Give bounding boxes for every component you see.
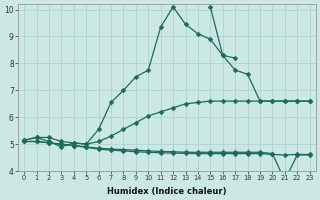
- X-axis label: Humidex (Indice chaleur): Humidex (Indice chaleur): [107, 187, 227, 196]
